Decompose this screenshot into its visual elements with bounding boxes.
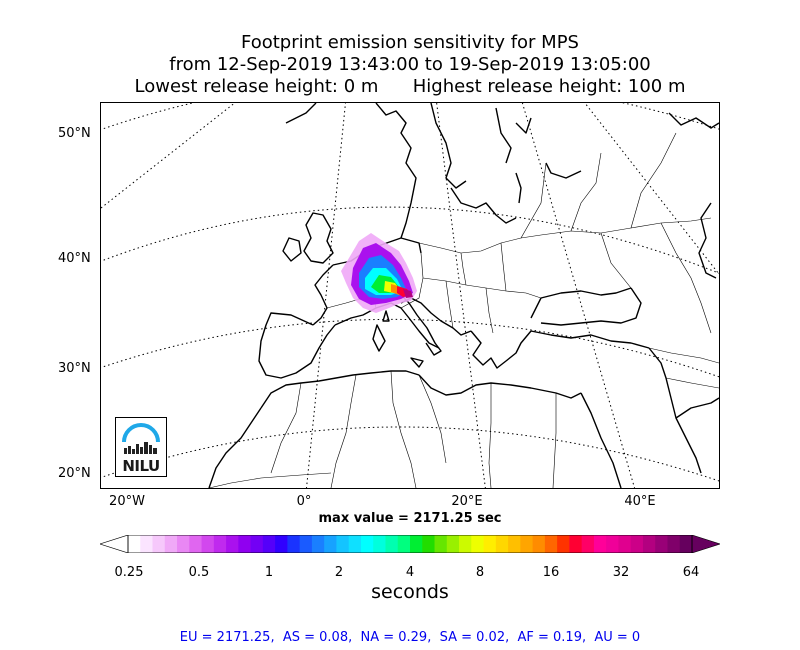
parallel-20n xyxy=(101,426,719,482)
colorbar-cell xyxy=(434,535,448,553)
colorbar-cell xyxy=(446,535,460,553)
colorbar-cell xyxy=(275,535,288,553)
lat-label-20n: 20°N xyxy=(58,466,91,481)
colorbar-cell xyxy=(581,535,595,553)
plot-title-line-3: Lowest release height: 0 m Highest relea… xyxy=(134,76,686,97)
parallel-30n xyxy=(101,318,719,378)
colorbar-tick-5: 8 xyxy=(475,565,485,580)
plot-title-line-2: from 12-Sep-2019 13:43:00 to 19-Sep-2019… xyxy=(169,54,651,75)
colorbar-cell xyxy=(140,535,154,553)
colorbar-cell xyxy=(520,535,534,553)
colorbar-cell xyxy=(348,535,362,553)
lat-label-50n: 50°N xyxy=(58,126,91,141)
colorbar-cell xyxy=(569,535,583,553)
colorbar-cell xyxy=(471,535,485,553)
colorbar-cell xyxy=(544,535,558,553)
colorbar-tick-8: 64 xyxy=(682,565,700,580)
colorbar-unit-label: seconds xyxy=(371,581,449,603)
colorbar-cell xyxy=(397,535,411,553)
colorbar-cell xyxy=(483,535,497,553)
colorbar-cell xyxy=(606,535,619,553)
footprint-plume xyxy=(341,233,417,313)
colorbar-tick-6: 16 xyxy=(542,565,560,580)
colorbar-cell xyxy=(508,535,521,553)
colorbar-cell xyxy=(262,535,276,553)
lon-label-40e: 40°E xyxy=(624,494,656,509)
colorbar-cell xyxy=(618,535,632,553)
colorbar-cell xyxy=(385,535,399,553)
colorbar-cell xyxy=(164,535,178,553)
colorbar-outline xyxy=(127,535,693,553)
colorbar-cell xyxy=(630,535,644,553)
colorbar-cells xyxy=(128,535,693,553)
meridian-0 xyxy=(306,103,346,488)
colorbar-right-extension xyxy=(691,535,720,553)
colorbar-cell xyxy=(128,535,141,553)
colorbar-cell xyxy=(287,535,301,553)
meridian-40e xyxy=(521,103,636,488)
colorbar-cell xyxy=(557,535,570,553)
map-canvas xyxy=(101,103,719,488)
lon-label-20e: 20°E xyxy=(451,494,483,509)
colorbar-tick-2: 1 xyxy=(264,565,274,580)
graticule xyxy=(101,103,719,488)
lon-label-0: 0° xyxy=(296,494,312,509)
colorbar-cell xyxy=(532,535,546,553)
colorbar-cell xyxy=(655,535,668,553)
colorbar-cell xyxy=(642,535,656,553)
lon-label-20w: 20°W xyxy=(109,494,145,509)
nilu-logo-text: NILU xyxy=(122,457,160,475)
colorbar-cell xyxy=(177,535,190,553)
colorbar-cell xyxy=(226,535,239,553)
colorbar-cell xyxy=(373,535,386,553)
colorbar-cell xyxy=(360,535,374,553)
colorbar-cell xyxy=(213,535,227,553)
colorbar-tick-7: 32 xyxy=(612,565,630,580)
nilu-logo: NILU xyxy=(115,417,167,477)
coastlines xyxy=(208,103,719,488)
colorbar-cell xyxy=(679,535,693,553)
plume-magenta xyxy=(403,289,413,298)
nilu-logo-graphic xyxy=(122,423,160,454)
colorbar-cell xyxy=(324,535,337,553)
colorbar-tick-1: 0.5 xyxy=(188,565,210,580)
meridian-60e xyxy=(584,103,719,275)
colorbar-cell xyxy=(152,535,166,553)
parallel-50n xyxy=(101,103,719,131)
colorbar-cell xyxy=(422,535,436,553)
lat-label-30n: 30°N xyxy=(58,361,91,376)
colorbar-tick-3: 2 xyxy=(334,565,344,580)
colorbar-cell xyxy=(311,535,325,553)
colorbar-cell xyxy=(667,535,681,553)
lat-label-40n: 40°N xyxy=(58,251,91,266)
country-borders xyxy=(208,132,719,488)
colorbar-tick-4: 4 xyxy=(405,565,415,580)
colorbar-cell xyxy=(495,535,509,553)
region-stats: EU = 2171.25, AS = 0.08, NA = 0.29, SA =… xyxy=(179,630,641,645)
colorbar xyxy=(100,535,720,553)
colorbar-cell xyxy=(593,535,607,553)
colorbar-cell xyxy=(336,535,350,553)
map-panel[interactable] xyxy=(100,102,720,489)
colorbar-cell xyxy=(410,535,423,553)
colorbar-cell xyxy=(250,535,264,553)
max-value-label: max value = 2171.25 sec xyxy=(318,511,502,526)
colorbar-cell xyxy=(238,535,252,553)
colorbar-left-extension xyxy=(100,535,129,553)
colorbar-cell xyxy=(189,535,203,553)
colorbar-cell xyxy=(299,535,313,553)
colorbar-tick-0: 0.25 xyxy=(114,565,144,580)
meridian-20w xyxy=(101,103,236,209)
colorbar-cell xyxy=(459,535,472,553)
colorbar-cell xyxy=(201,535,215,553)
meridian-20e xyxy=(436,103,486,488)
parallel-40n xyxy=(101,206,719,274)
plot-title-line-1: Footprint emission sensitivity for MPS xyxy=(241,32,579,53)
